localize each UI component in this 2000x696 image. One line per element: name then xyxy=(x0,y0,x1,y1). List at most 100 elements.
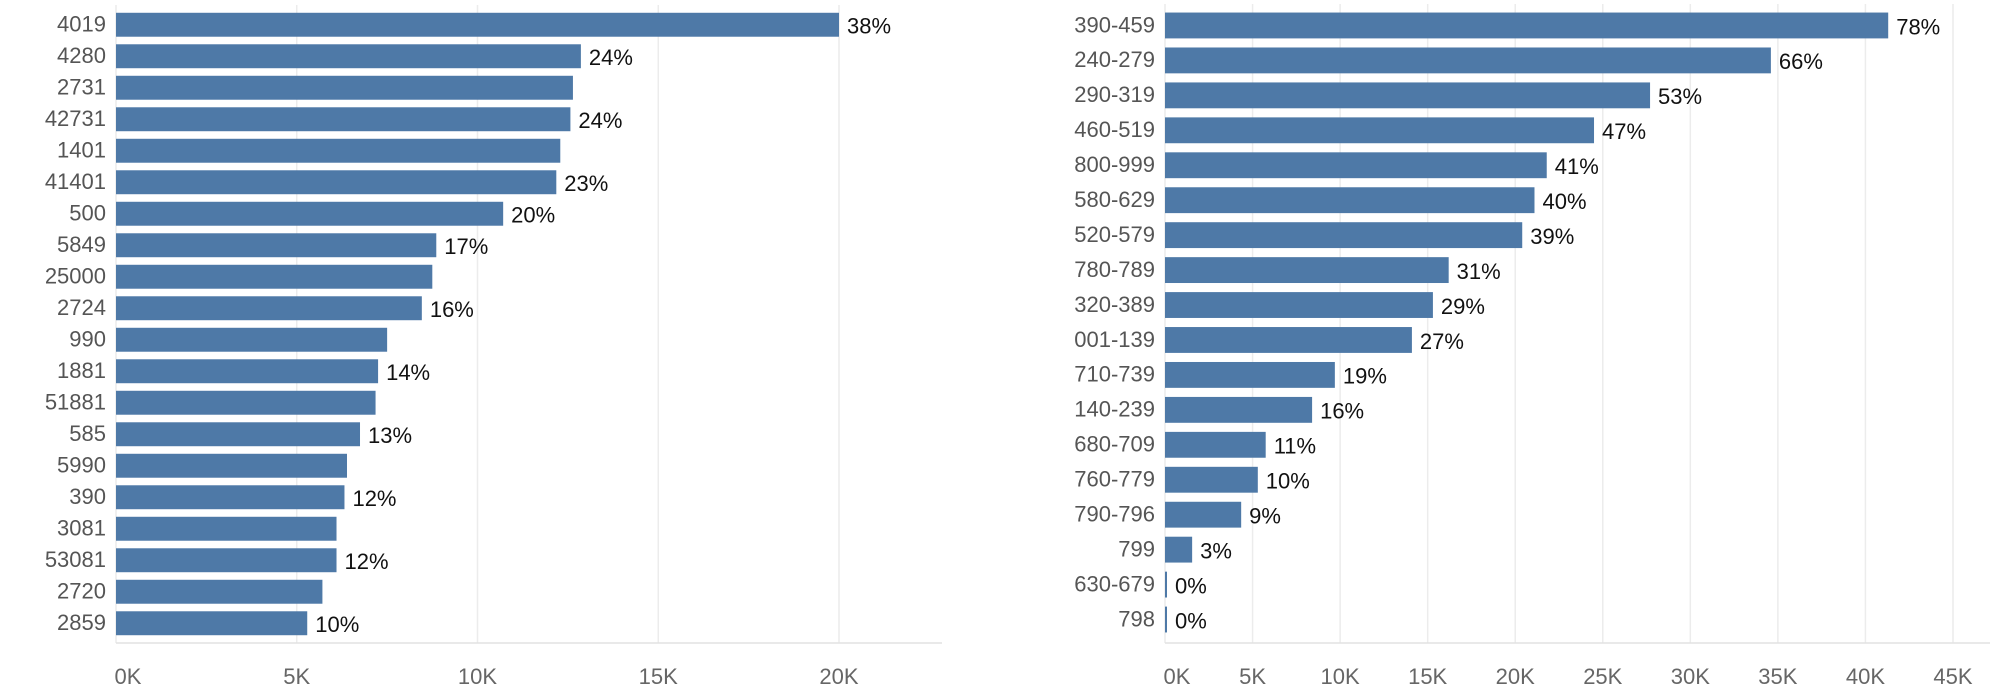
category-label: 53081 xyxy=(45,547,106,572)
bar xyxy=(1165,431,1266,458)
bar xyxy=(1165,12,1889,39)
bar xyxy=(1165,327,1412,353)
category-label: 390 xyxy=(69,484,106,509)
data-label: 47% xyxy=(1602,119,1646,144)
category-label: 5849 xyxy=(57,232,106,257)
category-label: 1881 xyxy=(57,358,106,383)
category-label: 390-459 xyxy=(1074,12,1155,37)
bar xyxy=(1165,396,1313,423)
data-label: 39% xyxy=(1530,224,1574,249)
bar xyxy=(1165,187,1535,214)
category-label: 680-709 xyxy=(1074,432,1155,457)
x-tick-label: 5K xyxy=(1239,664,1266,689)
bar xyxy=(1165,152,1547,179)
bar xyxy=(1165,257,1449,284)
data-label: 16% xyxy=(430,297,474,322)
category-label: 630-679 xyxy=(1074,571,1155,596)
category-label: 42731 xyxy=(45,106,106,131)
x-tick-label: 30K xyxy=(1671,664,1710,689)
bar xyxy=(116,485,345,510)
data-label: 20% xyxy=(511,203,555,228)
x-tick-label: 20K xyxy=(1496,664,1535,689)
bar xyxy=(116,170,557,195)
bar xyxy=(116,548,337,573)
bar xyxy=(1165,466,1258,493)
category-label: 320-389 xyxy=(1074,292,1155,317)
bar xyxy=(116,390,376,415)
data-label: 41% xyxy=(1555,154,1599,179)
data-label: 3% xyxy=(1200,538,1232,563)
data-label: 0% xyxy=(1175,608,1207,633)
x-tick-label: 40K xyxy=(1846,664,1885,689)
bar xyxy=(116,422,361,447)
bar xyxy=(1165,536,1193,563)
category-label: 580-629 xyxy=(1074,187,1155,212)
category-label: 799 xyxy=(1118,536,1155,561)
data-label: 14% xyxy=(386,360,430,385)
bar xyxy=(1165,47,1771,74)
category-label: 51881 xyxy=(45,390,106,415)
bar xyxy=(116,359,379,384)
bar xyxy=(116,453,347,478)
data-label: 66% xyxy=(1779,49,1823,74)
category-label: 2859 xyxy=(57,610,106,635)
bar xyxy=(116,44,581,69)
category-label: 41401 xyxy=(45,169,106,194)
data-label: 10% xyxy=(315,612,359,637)
x-tick-label: 0K xyxy=(1164,664,1191,689)
x-tick-label: 0K xyxy=(115,664,142,689)
bar xyxy=(1165,571,1167,598)
data-label: 31% xyxy=(1457,259,1501,284)
bar xyxy=(116,327,388,352)
chart-1: 0K 5K 10K 15K 20K 4019 38% 4280 24% 2731 42731 24% 1… xyxy=(45,5,942,689)
category-label: 001-139 xyxy=(1074,327,1155,352)
category-label: 290-319 xyxy=(1074,82,1155,107)
category-label: 240-279 xyxy=(1074,47,1155,72)
bar xyxy=(1165,361,1335,388)
bar xyxy=(116,264,433,289)
category-label: 800-999 xyxy=(1074,152,1155,177)
category-label: 5990 xyxy=(57,453,106,478)
bar xyxy=(116,12,839,37)
category-label: 798 xyxy=(1118,606,1155,631)
category-label: 140-239 xyxy=(1074,397,1155,422)
bar xyxy=(116,75,573,100)
x-tick-label: 10K xyxy=(458,664,497,689)
data-label: 40% xyxy=(1542,189,1586,214)
category-label: 760-779 xyxy=(1074,467,1155,492)
x-tick-label: 10K xyxy=(1321,664,1360,689)
data-label: 24% xyxy=(589,45,633,70)
data-label: 12% xyxy=(345,549,389,574)
category-label: 4019 xyxy=(57,12,106,37)
category-label: 4280 xyxy=(57,43,106,68)
x-tick-label: 15K xyxy=(639,664,678,689)
category-label: 790-796 xyxy=(1074,502,1155,527)
x-tick-label: 45K xyxy=(1933,664,1972,689)
bar xyxy=(1165,117,1595,144)
chart-2: 0K 5K 10K 15K 20K 25K 30K 35K 40K 45K 390-459 78% 24… xyxy=(1074,4,1990,689)
data-label: 16% xyxy=(1320,399,1364,424)
bar xyxy=(116,296,422,321)
data-label: 27% xyxy=(1420,329,1464,354)
bar xyxy=(116,233,437,258)
category-label: 710-739 xyxy=(1074,362,1155,387)
data-label: 0% xyxy=(1175,573,1207,598)
data-label: 29% xyxy=(1441,294,1485,319)
category-label: 3081 xyxy=(57,516,106,541)
x-tick-label: 25K xyxy=(1583,664,1622,689)
data-label: 9% xyxy=(1249,504,1281,529)
data-label: 53% xyxy=(1658,84,1702,109)
category-label: 2720 xyxy=(57,579,106,604)
data-label: 19% xyxy=(1343,364,1387,389)
category-label: 990 xyxy=(69,327,106,352)
bar xyxy=(116,579,323,604)
data-label: 38% xyxy=(847,14,891,39)
bar xyxy=(116,516,337,541)
category-label: 1401 xyxy=(57,138,106,163)
bar xyxy=(116,107,571,132)
bar xyxy=(1165,501,1242,528)
data-label: 78% xyxy=(1896,14,1940,39)
bar xyxy=(1165,606,1167,633)
bar xyxy=(116,201,504,226)
